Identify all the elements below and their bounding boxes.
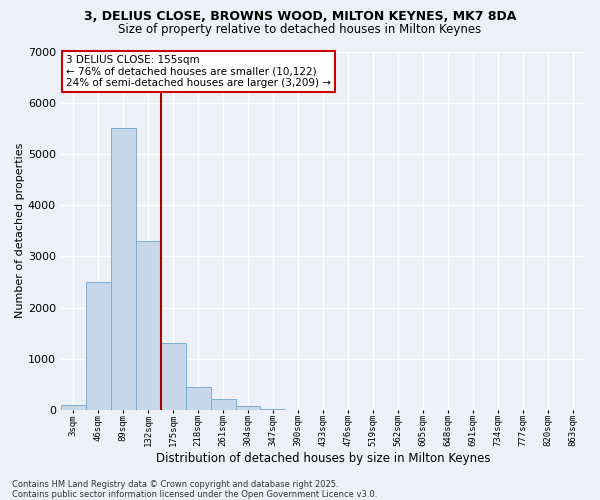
- Text: 3 DELIUS CLOSE: 155sqm
← 76% of detached houses are smaller (10,122)
24% of semi: 3 DELIUS CLOSE: 155sqm ← 76% of detached…: [66, 55, 331, 88]
- Bar: [86, 282, 110, 410]
- Bar: [185, 387, 211, 410]
- Bar: [61, 405, 86, 410]
- Bar: [236, 406, 260, 410]
- Bar: [211, 399, 236, 410]
- Y-axis label: Number of detached properties: Number of detached properties: [15, 143, 25, 318]
- Bar: [161, 344, 185, 410]
- Bar: [136, 241, 161, 410]
- Text: 3, DELIUS CLOSE, BROWNS WOOD, MILTON KEYNES, MK7 8DA: 3, DELIUS CLOSE, BROWNS WOOD, MILTON KEY…: [84, 10, 516, 23]
- Text: Size of property relative to detached houses in Milton Keynes: Size of property relative to detached ho…: [118, 22, 482, 36]
- X-axis label: Distribution of detached houses by size in Milton Keynes: Distribution of detached houses by size …: [155, 452, 490, 465]
- Text: Contains HM Land Registry data © Crown copyright and database right 2025.
Contai: Contains HM Land Registry data © Crown c…: [12, 480, 377, 499]
- Bar: [110, 128, 136, 410]
